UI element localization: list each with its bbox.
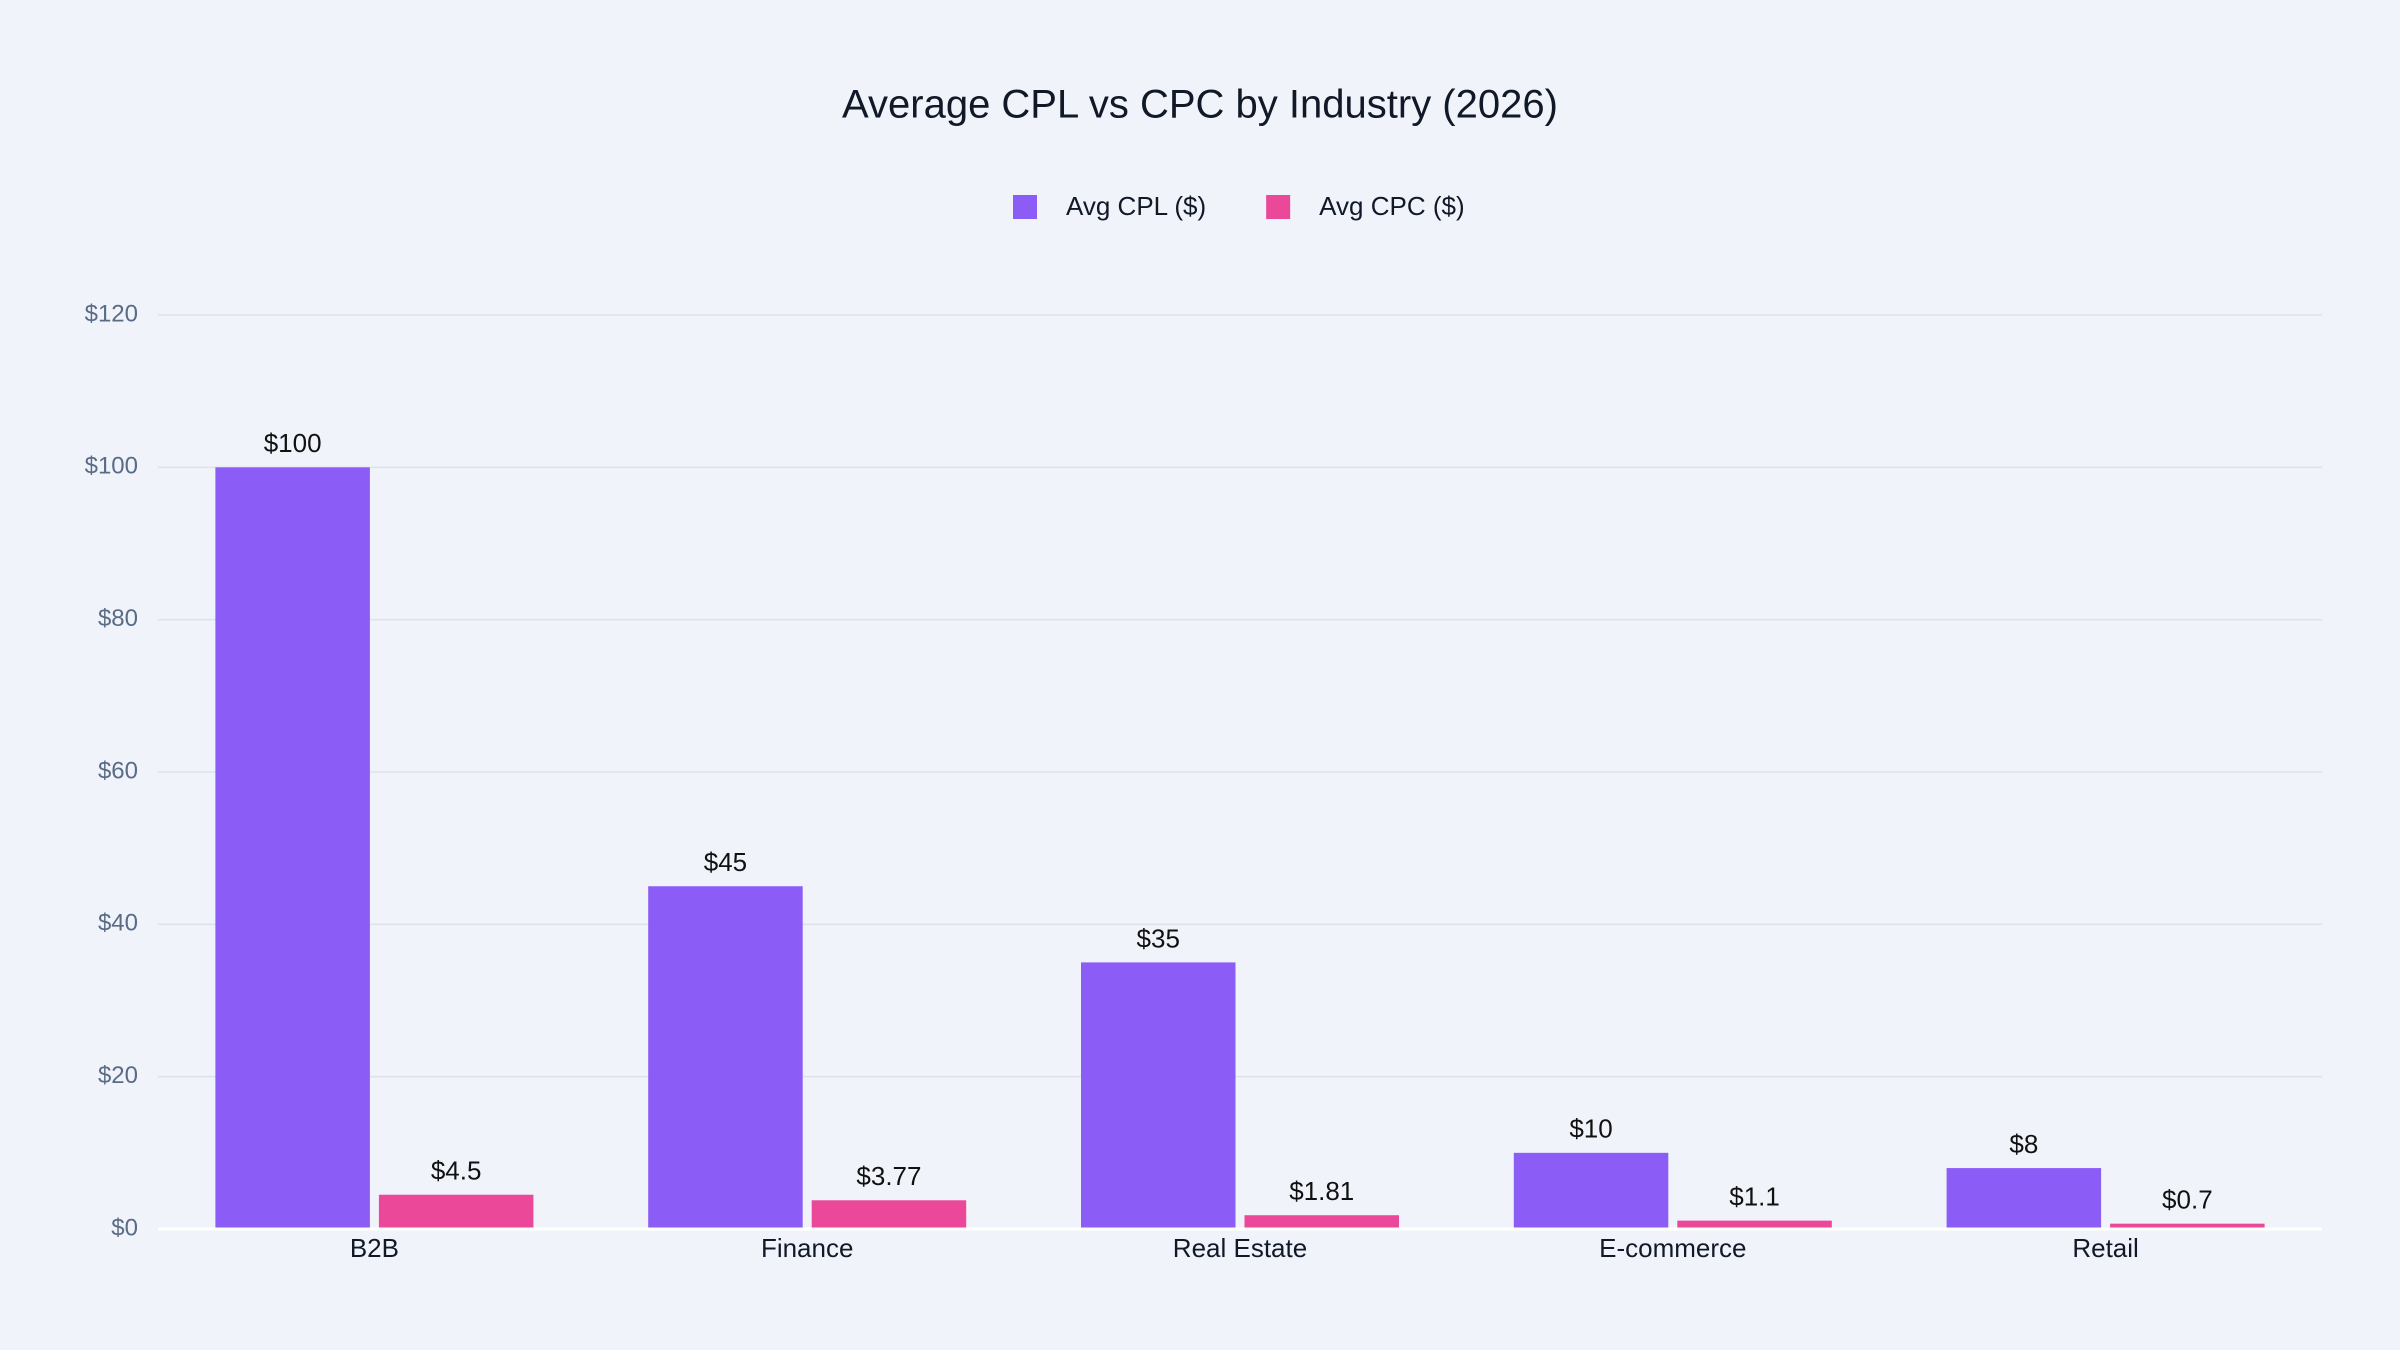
bar xyxy=(215,467,370,1229)
chart-title: Average CPL vs CPC by Industry (2026) xyxy=(842,83,1558,127)
value-label: $100 xyxy=(264,428,322,458)
y-tick-label: $120 xyxy=(85,300,138,327)
x-tick-label: E-commerce xyxy=(1599,1233,1746,1263)
bar xyxy=(1244,1215,1400,1229)
legend-swatch xyxy=(1266,195,1291,219)
bar xyxy=(2110,1223,2265,1229)
value-label: $3.77 xyxy=(856,1161,921,1191)
x-tick-label: Finance xyxy=(761,1233,854,1263)
value-label: $8 xyxy=(2009,1129,2038,1159)
bar xyxy=(378,1194,534,1229)
legend-label: Avg CPC ($) xyxy=(1319,191,1464,221)
x-tick-label: B2B xyxy=(350,1233,399,1263)
y-tick-label: $40 xyxy=(98,910,138,937)
bar xyxy=(811,1200,967,1229)
y-tick-label: $60 xyxy=(98,757,138,784)
value-label: $10 xyxy=(1569,1114,1612,1144)
y-tick-label: $80 xyxy=(98,605,138,632)
y-tick-label: $20 xyxy=(98,1062,138,1089)
value-label: $35 xyxy=(1137,923,1180,953)
x-tick-label: Retail xyxy=(2072,1233,2138,1263)
value-label: $1.1 xyxy=(1729,1181,1780,1211)
bar xyxy=(648,886,803,1229)
bar xyxy=(1513,1152,1669,1229)
value-label: $1.81 xyxy=(1289,1176,1354,1206)
x-tick-label: Real Estate xyxy=(1173,1233,1307,1263)
legend-swatch xyxy=(1013,195,1037,219)
bar xyxy=(1677,1220,1832,1229)
bar xyxy=(1080,962,1236,1229)
y-tick-label: $0 xyxy=(111,1214,138,1241)
legend-label: Avg CPL ($) xyxy=(1066,191,1206,221)
value-label: $45 xyxy=(704,847,747,877)
bar xyxy=(1946,1168,2102,1229)
y-tick-label: $100 xyxy=(85,453,138,480)
value-label: $0.7 xyxy=(2162,1185,2213,1215)
value-label: $4.5 xyxy=(431,1156,482,1186)
